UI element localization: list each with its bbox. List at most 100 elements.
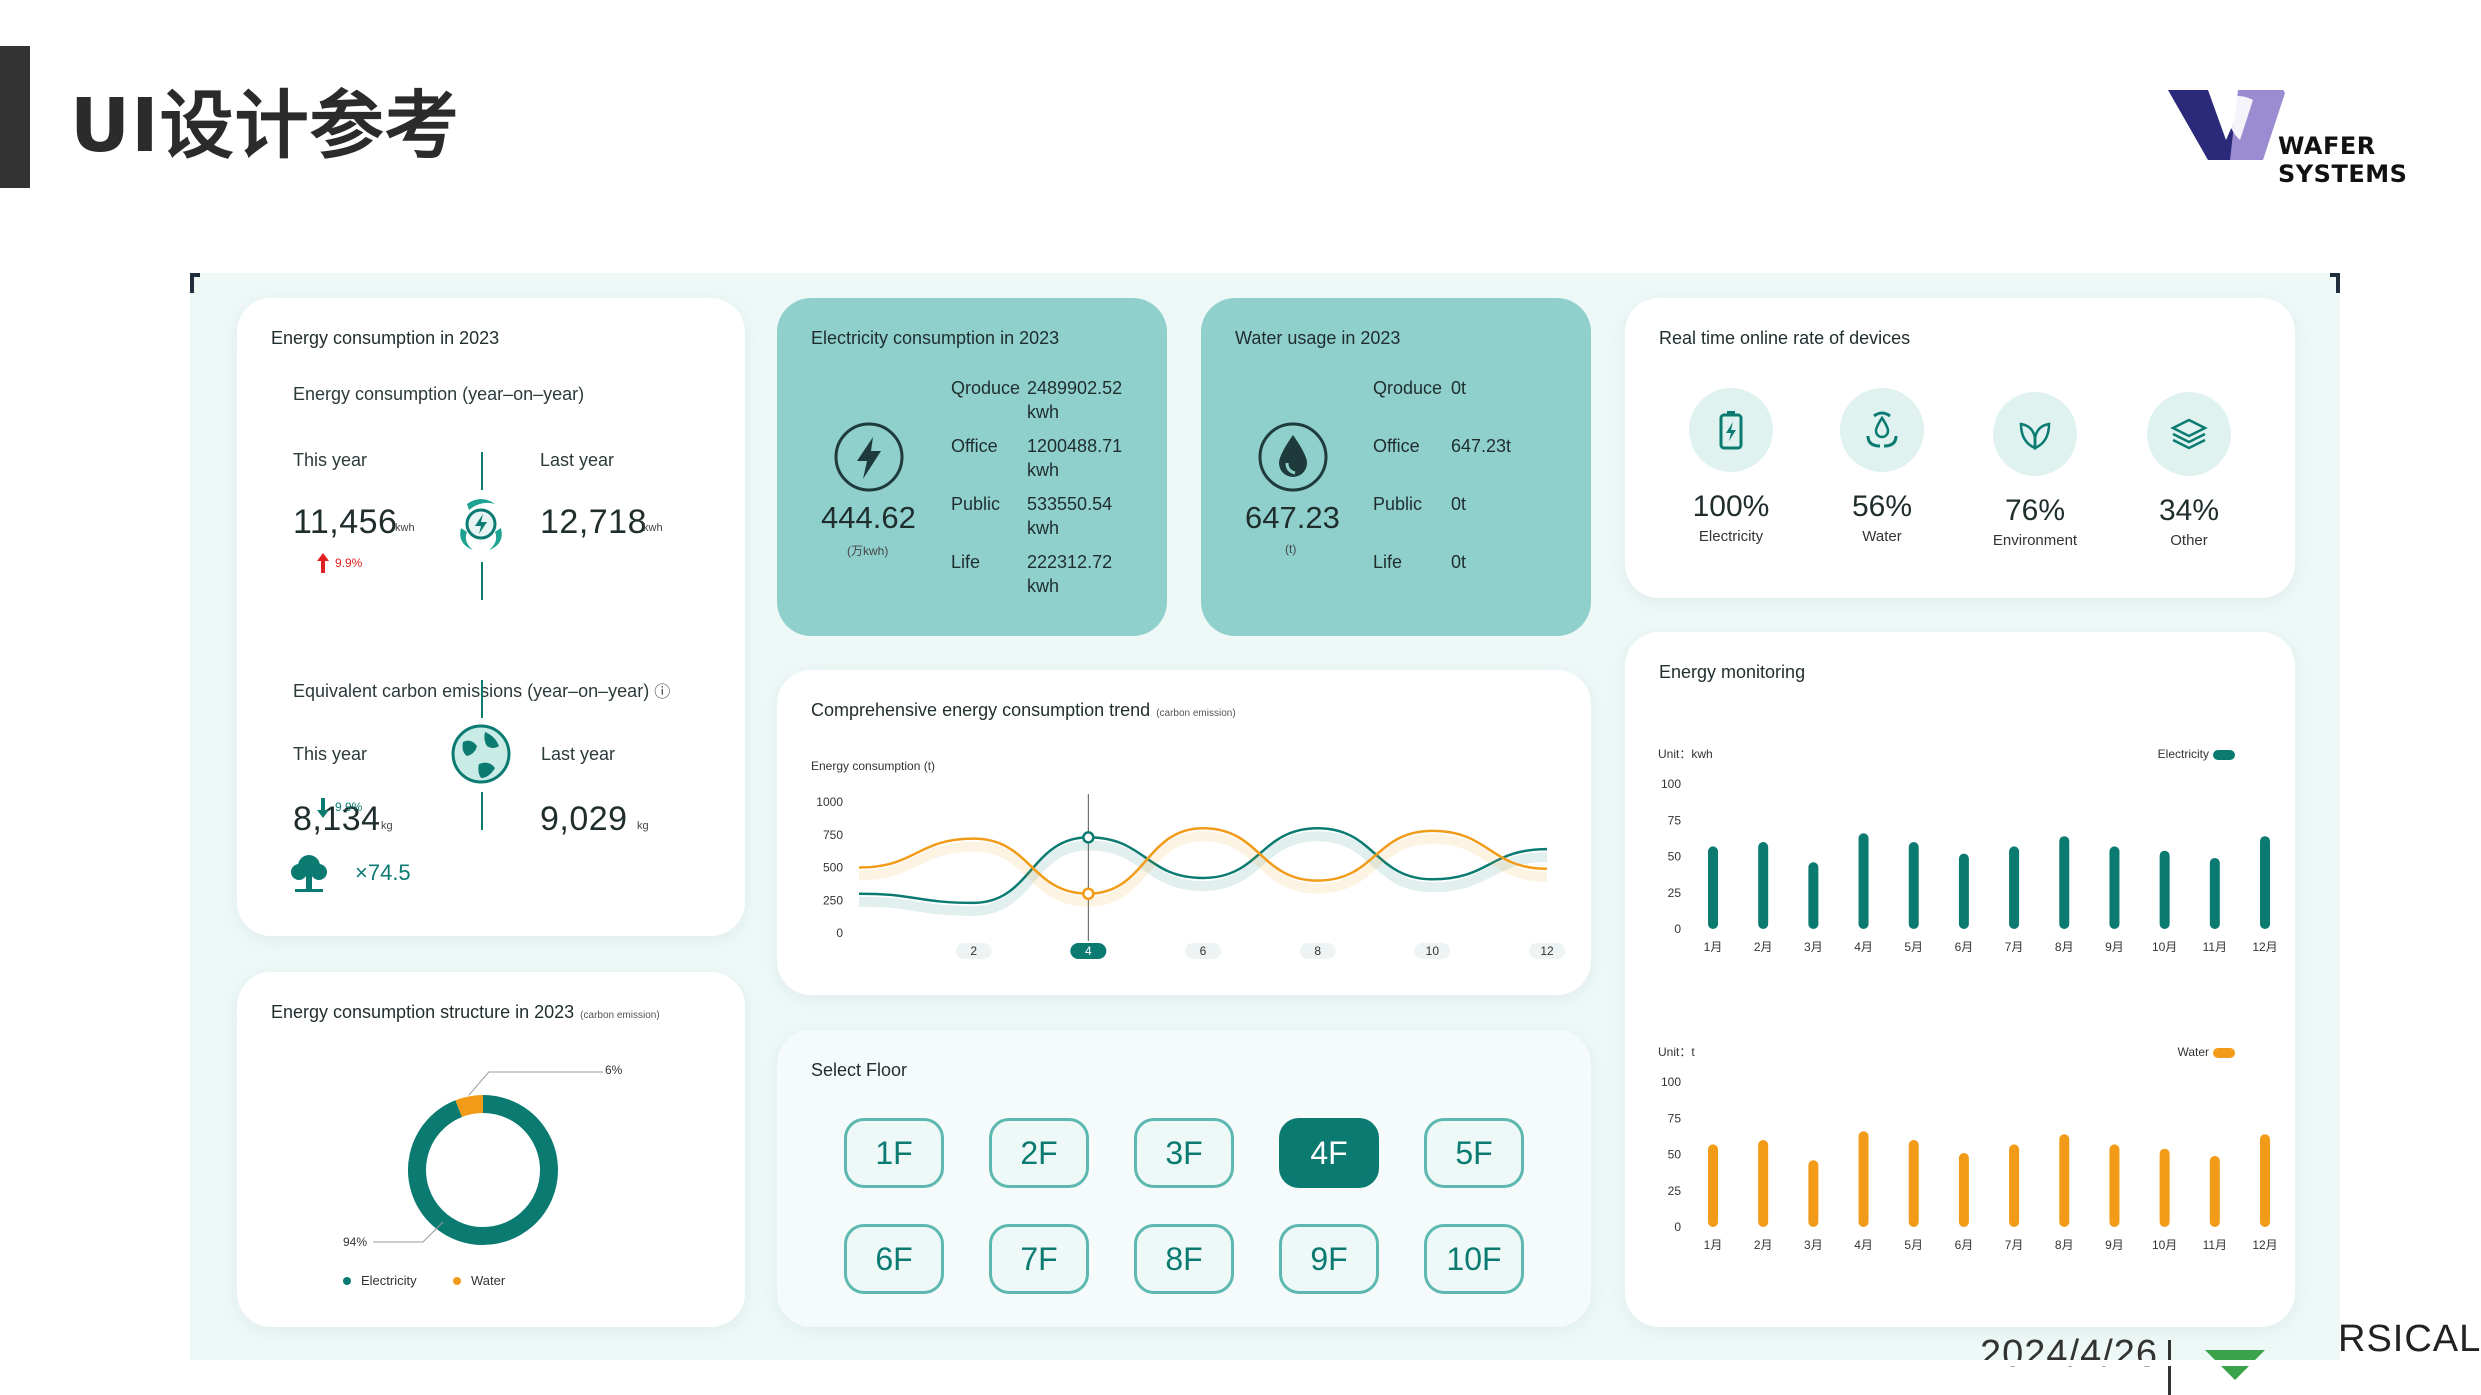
info-icon[interactable]: ⓘ (654, 684, 671, 701)
x-tick-label: 7月 (2005, 940, 2024, 954)
floor-button-1f[interactable]: 1F (844, 1118, 944, 1188)
energy-recycle-icon (460, 499, 502, 550)
last-year-value: 12,718 (540, 503, 647, 541)
electricity-bar-chart: Unit：kwh Electricity 0 25 50 75 100 1月 2月 3月 4月 5月 6… (1658, 747, 2278, 954)
legend-swatch (2213, 1048, 2235, 1058)
donut-slice-water (455, 1095, 484, 1118)
rate-label: Water (1862, 528, 1902, 545)
bar (1858, 1131, 1869, 1227)
x-tick-label: 1月 (1704, 1238, 1723, 1252)
card-title: Energy consumption in 2023 (271, 328, 500, 348)
trend-ylabel: Energy consumption (t) (811, 759, 935, 773)
structure-donut-chart: 6% 94% Electricity Water (343, 1063, 623, 1288)
y-tick-label: 100 (1661, 1075, 1681, 1089)
y-tick-label: 50 (1668, 850, 1682, 864)
y-tick-label: 100 (1661, 777, 1681, 791)
y-tick-label: 0 (1674, 1220, 1681, 1234)
frame-corner-left (190, 273, 200, 293)
floor-button-2f[interactable]: 2F (989, 1118, 1089, 1188)
structure-card: Energy consumption structure in 2023 (car… (237, 972, 745, 1327)
y-tick-label: 250 (823, 893, 843, 907)
globe-icon (451, 724, 511, 784)
x-tick-label: 12月 (2252, 940, 2277, 954)
water-row-key: Life (1373, 552, 1403, 572)
series-glow (858, 831, 1548, 916)
water-row-key: Office (1373, 436, 1420, 456)
y-tick-label: 75 (1668, 1111, 1682, 1125)
x-tick-label: 8月 (2055, 1238, 2074, 1252)
footer-divider (2168, 1340, 2171, 1395)
y-tick-label: 25 (1668, 1184, 1682, 1198)
floor-button-3f[interactable]: 3F (1134, 1118, 1234, 1188)
logo-text: WAFER SYSTEMS (2278, 132, 2408, 188)
x-tick-label: 4月 (1854, 1238, 1873, 1252)
y-tick-label: 50 (1668, 1148, 1682, 1162)
floor-button-10f[interactable]: 10F (1424, 1224, 1524, 1294)
water-row-value: 0t (1451, 552, 1467, 572)
floor-button-8f[interactable]: 8F (1134, 1224, 1234, 1294)
bar (1908, 1140, 1919, 1227)
card-title: Energy monitoring (1659, 662, 1806, 682)
bar (2209, 857, 2220, 929)
rate-icon-circle (2147, 392, 2231, 476)
x-tick-label: 11月 (2203, 940, 2227, 954)
x-tick-label: 5月 (1904, 1238, 1923, 1252)
x-tick-pill (1299, 943, 1336, 959)
floor-button-7f[interactable]: 7F (989, 1224, 1089, 1294)
bar (1808, 862, 1819, 929)
structure-subtitle: (carbon emission) (580, 1010, 660, 1021)
series-glow (858, 831, 1548, 907)
x-tick-label: 9月 (2105, 940, 2124, 954)
last-year-label: Last year (540, 450, 615, 470)
x-tick-label: 2月 (1754, 1238, 1773, 1252)
card-title: Electricity consumption in 2023 (811, 328, 1060, 348)
divider-bottom (481, 562, 483, 600)
rate-value: 56% (1851, 490, 1913, 523)
trend-subtitle: (carbon emission) (1156, 708, 1236, 719)
this-year-unit: kwh (395, 522, 415, 534)
lightning-icon (834, 422, 904, 492)
x-tick-label: 6月 (1955, 940, 1974, 954)
unit-label: Unit：t (1658, 1045, 1695, 1059)
bar (1758, 1140, 1769, 1227)
frame-corner-right (2330, 273, 2340, 293)
x-tick-label: 4 (1085, 944, 1092, 958)
floor-button-9f[interactable]: 9F (1279, 1224, 1379, 1294)
floor-button-4f[interactable]: 4F (1279, 1118, 1379, 1188)
floor-select-card: Select Floor 1F 2F 3F 4F 5F 6F 7F 8F 9F 10F (777, 1030, 1591, 1327)
carbon-this-value: 8,134 (293, 800, 381, 838)
slice-label: 94% (343, 1235, 367, 1249)
y-tick-label: 0 (1674, 922, 1681, 936)
rate-water: 56% Water (1822, 388, 1942, 545)
card-title: Comprehensive energy consumption trend (c… (811, 700, 1236, 721)
water-row-value: 0t (1451, 494, 1467, 514)
series-line-0 (858, 826, 1548, 905)
x-tick-pill (1185, 943, 1221, 959)
water-row-value: 0t (1451, 378, 1467, 398)
carbon-this-unit: kg (381, 820, 393, 832)
floor-button-6f[interactable]: 6F (844, 1224, 944, 1294)
carbon-change: 9.9% (335, 800, 363, 814)
arrow-up-icon (317, 553, 329, 573)
energy-consumption-card: Energy consumption in 2023 Energy consum… (237, 298, 745, 936)
rate-other: 34% Other (2129, 392, 2249, 549)
bar (2059, 1134, 2070, 1227)
x-tick-label: 10月 (2152, 940, 2177, 954)
x-tick-pill (955, 943, 992, 959)
water-row-key: Qroduce (1373, 378, 1443, 398)
water-bar-chart: Unit：t Water 0 25 50 75 100 1月 2月 3月 4月 5月 6月 7月 8月 9月 1… (1658, 1045, 2278, 1252)
floor-button-5f[interactable]: 5F (1424, 1118, 1524, 1188)
x-tick-label: 11月 (2203, 1238, 2227, 1252)
bar (2059, 836, 2070, 929)
x-tick-label: 7月 (2005, 1238, 2024, 1252)
arrow-down-icon (317, 798, 329, 818)
series-line-1 (858, 826, 1548, 895)
bar (2109, 1144, 2120, 1227)
elec-row-key: Public (951, 494, 1001, 514)
structure-title: Energy consumption structure in 2023 (271, 1002, 575, 1022)
carbon-last-unit: kg (637, 820, 649, 832)
bar (1758, 842, 1769, 929)
x-tick-label: 2 (970, 944, 977, 958)
electricity-total: 444.62 (821, 500, 916, 535)
rate-icon-circle (1840, 388, 1924, 472)
